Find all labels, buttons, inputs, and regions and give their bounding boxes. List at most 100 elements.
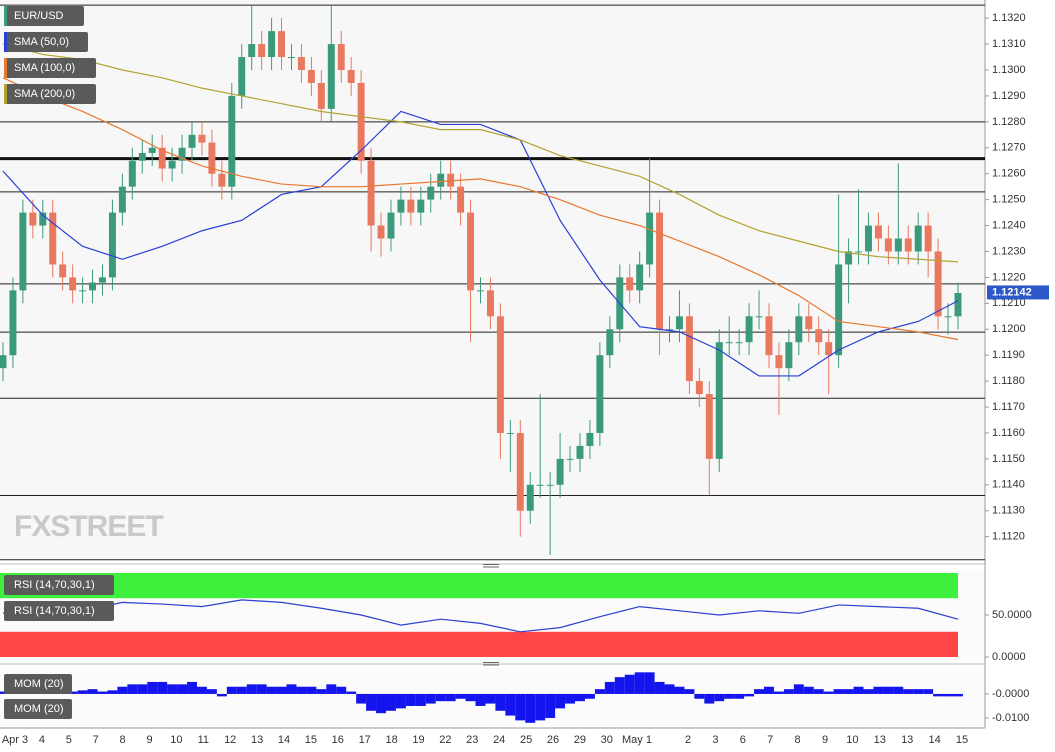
mom-bar	[455, 693, 466, 699]
mom-bar	[67, 691, 78, 694]
mom-bar	[803, 686, 814, 694]
mom-bar	[415, 693, 426, 706]
x-tick-label: 18	[385, 734, 397, 746]
legend-swatch	[4, 6, 7, 26]
mom-bar	[296, 686, 307, 694]
mom-bar	[187, 681, 197, 694]
mom-bar	[773, 691, 784, 694]
candle-body	[785, 342, 793, 369]
mom-bar	[87, 689, 98, 694]
candle-body	[347, 70, 355, 83]
candle-body	[0, 355, 7, 369]
y-tick-label: 1.1230	[992, 245, 1026, 257]
candle-body	[208, 142, 216, 174]
mom-bar	[565, 693, 576, 704]
candle-body	[626, 277, 634, 291]
mom-bar	[734, 693, 745, 699]
candle-body	[178, 147, 186, 161]
candle-body	[725, 342, 733, 344]
y-tick-label: 50.0000	[992, 609, 1032, 621]
candle-body	[944, 316, 952, 318]
mom-bar	[704, 693, 715, 704]
mom-bar	[943, 693, 954, 697]
overbought-band	[0, 573, 958, 599]
candle-body	[755, 316, 763, 318]
candle-body	[536, 484, 544, 486]
x-tick-label: 15	[305, 734, 317, 746]
mom-bar	[833, 689, 844, 694]
legend-swatch	[4, 58, 7, 78]
mom-bar	[674, 686, 685, 694]
candle-body	[795, 316, 803, 343]
mom-bar	[435, 693, 446, 702]
mom-bar	[575, 693, 585, 702]
candle-body	[735, 342, 743, 344]
mom-bar	[107, 690, 118, 694]
candle-body	[39, 212, 47, 226]
mom-bar	[465, 693, 476, 702]
y-tick-label: 0.0000	[992, 651, 1026, 663]
y-tick-label: 1.1290	[992, 90, 1026, 102]
mom-bar	[694, 693, 705, 699]
candle-body	[576, 445, 584, 459]
candle-body	[934, 251, 942, 317]
candle-body	[317, 82, 325, 109]
candle-body	[825, 342, 833, 356]
y-tick-label: 1.1150	[992, 453, 1025, 465]
mom-bar	[395, 693, 406, 709]
x-tick-label: 23	[466, 734, 478, 746]
mom-bar	[147, 681, 158, 694]
legend-box	[4, 58, 96, 78]
candle-body	[128, 160, 136, 187]
candle-body	[685, 316, 693, 382]
legend-label: EUR/USD	[14, 10, 64, 22]
y-tick-label: 1.1180	[992, 375, 1025, 387]
candle-body	[337, 44, 345, 70]
x-tick-label: 15	[956, 734, 968, 746]
mom-bar	[0, 691, 8, 694]
candle-body	[904, 238, 912, 252]
legend-box	[4, 674, 72, 694]
candle-body	[586, 432, 594, 446]
mom-bar	[933, 693, 944, 697]
resize-grip[interactable]	[483, 564, 499, 666]
legend-label: MOM (20)	[14, 703, 64, 715]
legend-label: RSI (14,70,30,1)	[14, 605, 95, 617]
mom-bar	[545, 693, 556, 718]
y-tick-label: 1.1130	[992, 505, 1025, 517]
candle-body	[297, 57, 305, 70]
candle-body	[815, 329, 823, 343]
y-tick-label: -0.0000	[992, 688, 1029, 700]
x-tick-label: 2	[685, 734, 691, 746]
candle-body	[188, 134, 196, 148]
mom-bar	[644, 672, 655, 694]
x-tick-label: 6	[740, 734, 746, 746]
candle-body	[19, 212, 27, 291]
mom-bar	[714, 693, 725, 702]
candle-body	[357, 82, 365, 161]
candle-body	[327, 44, 335, 109]
candle-body	[138, 152, 146, 161]
candle-body	[278, 31, 286, 58]
candle-body	[606, 329, 614, 356]
candle-body	[29, 212, 37, 226]
candle-body	[666, 329, 673, 331]
candle-body	[705, 394, 713, 459]
y-tick-label: 1.1200	[992, 323, 1026, 335]
sma-line	[2, 110, 959, 377]
mom-bar	[405, 693, 416, 706]
x-tick-label: 11	[198, 734, 209, 746]
mom-bar	[306, 686, 317, 694]
x-tick-label: 13	[251, 734, 263, 746]
y-tick-label: 1.1280	[992, 116, 1026, 128]
mom-bar	[664, 684, 675, 694]
mom-bar	[77, 690, 88, 694]
candle-body	[765, 316, 773, 356]
candle-body	[288, 57, 295, 59]
mom-bar	[604, 681, 615, 694]
mom-bar	[236, 686, 247, 694]
candle-body	[9, 290, 17, 356]
mom-bar	[137, 684, 148, 694]
last-price-box	[987, 285, 1049, 300]
x-tick-label: 8	[795, 734, 801, 746]
